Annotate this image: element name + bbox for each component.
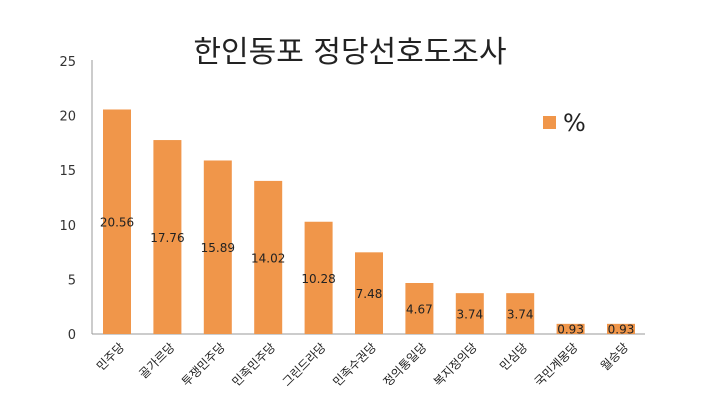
- y-tick-label: 20: [59, 110, 76, 125]
- bar: [556, 323, 585, 334]
- bar-value-label: 20.56: [100, 216, 134, 230]
- bar-value-label: 0.93: [608, 323, 635, 337]
- x-category-label: 민주당: [94, 340, 127, 373]
- bar: [355, 252, 383, 334]
- x-category-label: 민족수권당: [330, 340, 379, 389]
- bar: [607, 323, 635, 334]
- bar-value-label: 3.74: [507, 308, 534, 322]
- bar-value-label: 0.93: [557, 323, 584, 337]
- x-category-label: 골가르당: [136, 340, 177, 381]
- bar: [506, 293, 535, 334]
- bar: [103, 109, 131, 334]
- legend-swatch: [543, 116, 556, 129]
- bars-group: [103, 109, 635, 334]
- bar: [254, 180, 283, 334]
- y-tick-label: 10: [59, 219, 76, 234]
- x-category-label: 민족민주당: [229, 340, 278, 389]
- bar-value-label: 10.28: [301, 272, 335, 286]
- chart-title: 한인동포 정당선호도조사: [193, 35, 506, 70]
- y-tick-label: 15: [59, 164, 76, 179]
- y-tick-label: 5: [68, 273, 76, 288]
- x-category-label: 정의통일당: [381, 340, 430, 389]
- x-category-label: 복지정의당: [431, 340, 480, 389]
- legend: %: [543, 109, 586, 137]
- bar-value-label: 3.74: [456, 308, 483, 322]
- x-category-label: 민심당: [497, 340, 530, 373]
- bar-value-label: 15.89: [201, 241, 235, 255]
- bar-value-label: 4.67: [406, 303, 433, 317]
- y-tick-label: 0: [68, 328, 76, 343]
- x-axis-category-labels: 민주당 골가르당 투쟁민주당 민족민주당 그린드라당 민족수권당 정의통일당 복지정의당 민심당…: [94, 340, 631, 389]
- bar-value-label: 14.02: [251, 251, 285, 265]
- bar-value-label: 17.76: [150, 231, 184, 245]
- bar: [203, 160, 232, 334]
- x-category-label: 월승당: [598, 340, 631, 373]
- bar: [153, 140, 182, 334]
- x-category-label: 그린드라당: [280, 340, 329, 389]
- bar: [455, 293, 484, 334]
- legend-label: %: [563, 109, 586, 137]
- value-labels: 20.56 17.76 15.89 14.02 10.28 7.48 4.67 3.74 3.7…: [100, 216, 635, 337]
- x-category-label: 투쟁민주당: [179, 340, 228, 389]
- y-tick-label: 25: [59, 55, 76, 70]
- y-axis-ticks: 0 5 10 15 20 25: [59, 55, 76, 343]
- bar-value-label: 7.48: [356, 287, 383, 301]
- bar: [304, 221, 333, 334]
- x-category-label: 국민계몽당: [532, 340, 581, 389]
- bar: [405, 283, 434, 334]
